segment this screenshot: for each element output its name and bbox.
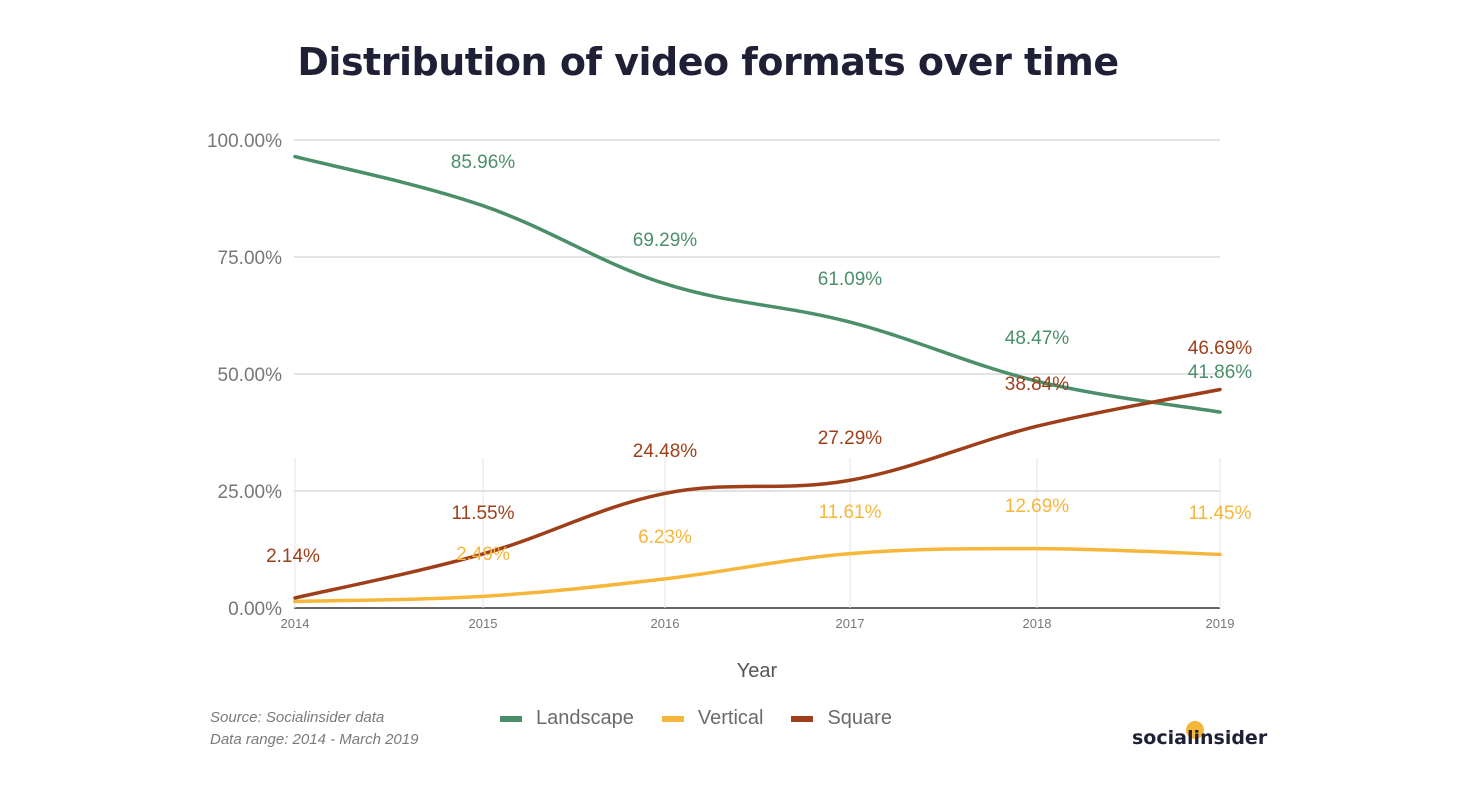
x-tick-label: 2018 — [1023, 616, 1052, 631]
data-label: 69.29% — [633, 230, 698, 251]
data-label: 27.29% — [818, 428, 883, 449]
data-labels: 85.96% 69.29% 61.09% 48.47% 41.86% 2.49% 6.23%… — [266, 152, 1252, 567]
x-tick-label: 2014 — [281, 616, 310, 631]
x-tick-label: 2019 — [1206, 616, 1235, 631]
y-tick-label: 25.00% — [218, 482, 283, 503]
series-lines — [293, 154, 1222, 604]
legend-label-vertical: Vertical — [697, 707, 764, 729]
legend-swatch-square — [791, 715, 814, 722]
brand-logo-dot — [1186, 721, 1204, 739]
data-range-note: Data range: 2014 - March 2019 — [210, 731, 419, 748]
data-label: 24.48% — [633, 441, 698, 462]
data-label: 61.09% — [818, 269, 883, 290]
data-label: 11.61% — [818, 502, 881, 523]
data-label: 48.47% — [1005, 328, 1070, 349]
series-line-landscape — [293, 154, 1222, 414]
legend-item-square: Square — [791, 707, 892, 730]
legend-label-landscape: Landscape — [536, 707, 634, 729]
y-tick-label: 0.00% — [228, 599, 282, 620]
y-tick-label: 50.00% — [218, 365, 283, 386]
y-tick-label: 100.00% — [207, 131, 282, 152]
x-tick-label: 2017 — [836, 616, 865, 631]
legend: Landscape Vertical Square — [500, 707, 892, 730]
source-note: Source: Socialinsider data — [210, 709, 385, 726]
series-line-vertical — [293, 546, 1222, 604]
data-label: 46.69% — [1188, 338, 1253, 359]
legend-item-landscape: Landscape — [500, 707, 634, 730]
data-label: 11.55% — [451, 503, 514, 524]
data-label: 6.23% — [638, 527, 692, 548]
y-axis-ticks: 0.00% 25.00% 50.00% 75.00% 100.00% — [207, 131, 282, 620]
data-label: 11.45% — [1188, 503, 1251, 524]
data-label: 38.84% — [1005, 374, 1070, 395]
x-axis-label: Year — [737, 660, 778, 682]
y-tick-label: 75.00% — [218, 248, 283, 269]
legend-swatch-landscape — [500, 715, 522, 722]
brand-logo: socialinsider — [1132, 727, 1268, 749]
x-tick-label: 2016 — [651, 616, 680, 631]
x-tick-label: 2015 — [469, 616, 498, 631]
series-line-square — [293, 387, 1222, 600]
data-label: 41.86% — [1188, 362, 1253, 383]
x-axis-ticks: 2014 2015 2016 2017 2018 2019 — [281, 616, 1235, 631]
data-label: 85.96% — [451, 152, 516, 173]
legend-swatch-vertical — [661, 715, 684, 722]
data-label: 12.69% — [1005, 496, 1070, 517]
grid-lines — [294, 139, 1221, 609]
legend-item-vertical: Vertical — [661, 707, 764, 730]
legend-label-square: Square — [827, 707, 892, 729]
data-label: 2.14% — [266, 546, 320, 567]
chart-title: Distribution of video formats over time — [297, 40, 1119, 84]
data-label: 2.49% — [456, 544, 510, 565]
